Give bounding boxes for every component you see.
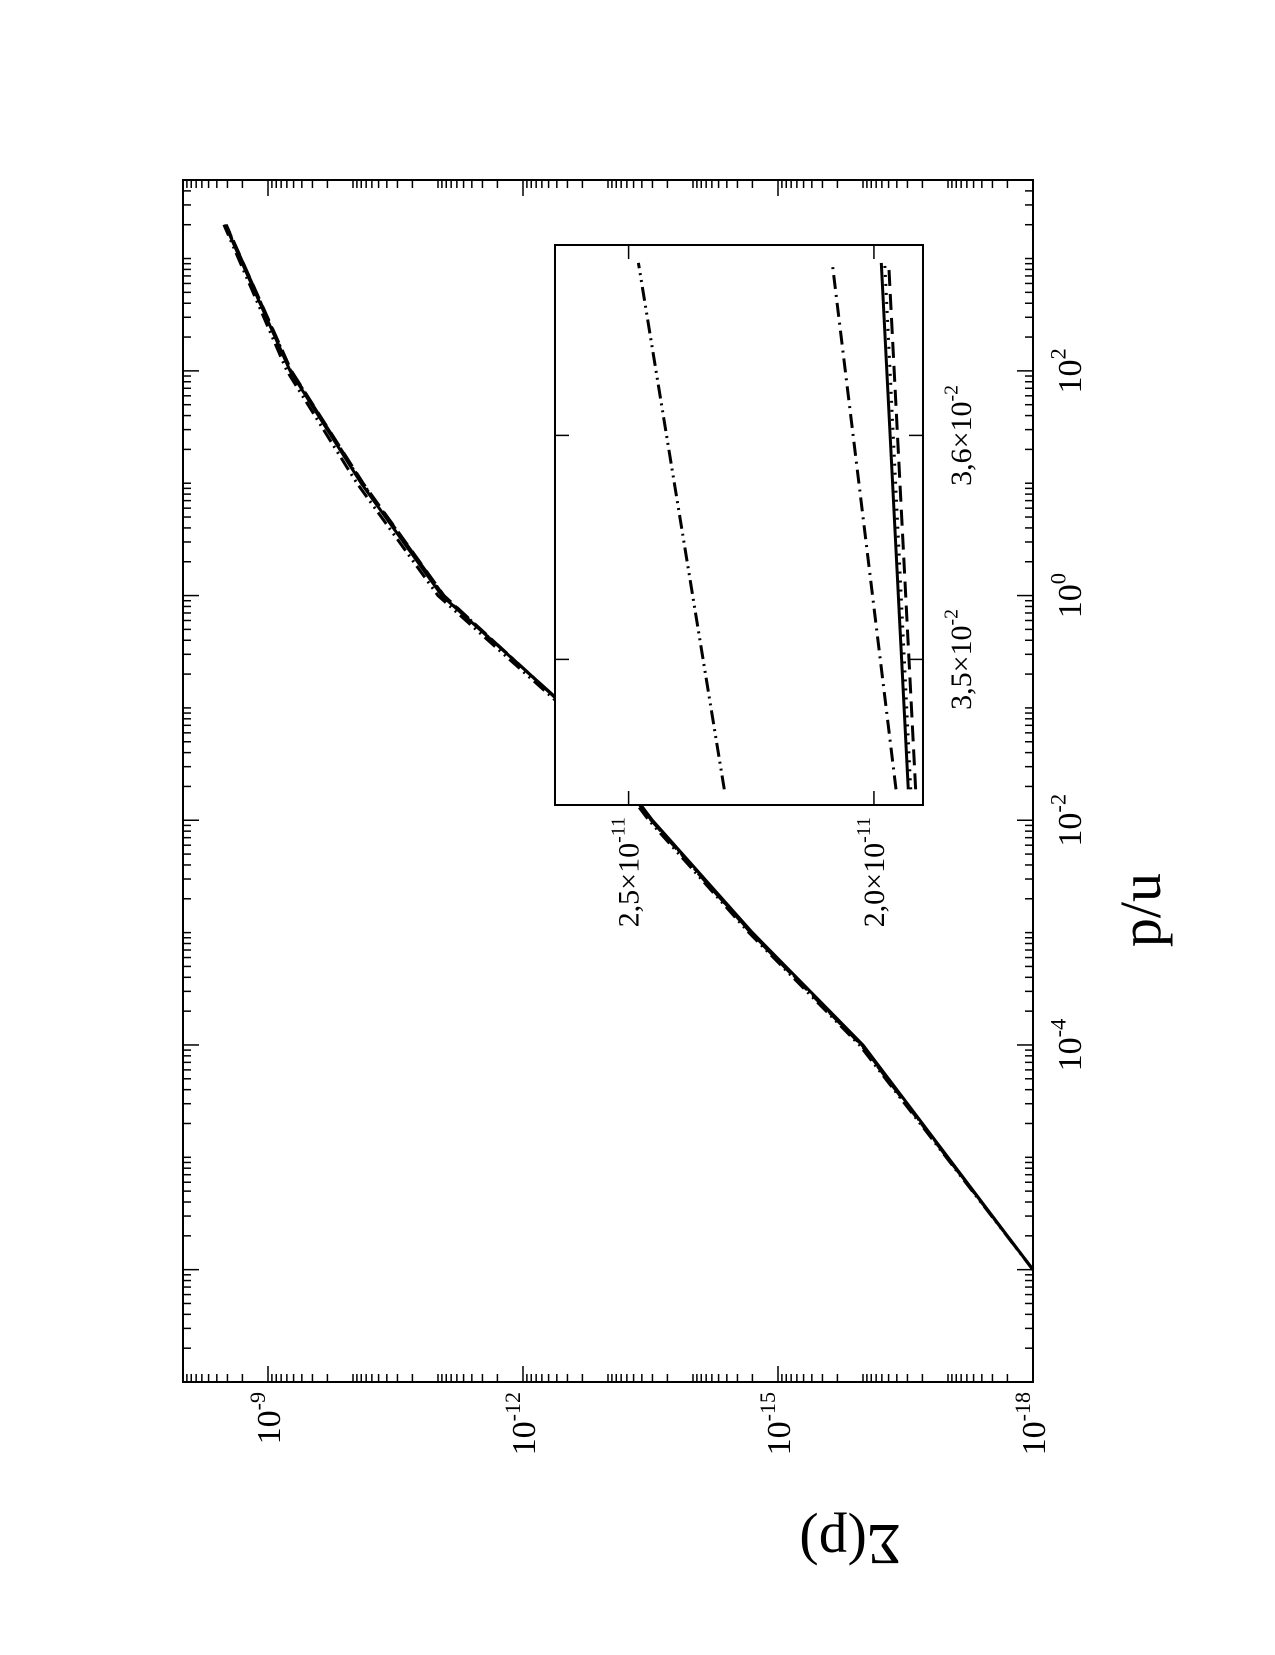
- y-axis-label: Σ(p): [799, 1512, 900, 1577]
- inset-series-line-dashed: [887, 262, 918, 790]
- inset-y-tick-label: 2,5×10-11: [608, 817, 646, 927]
- y-tick-label: 10-15: [755, 1392, 798, 1455]
- x-tick-label: 100: [1046, 573, 1089, 618]
- inset-series-line-dash-dot-dot: [636, 262, 726, 790]
- inset-frame: [554, 244, 924, 806]
- inset-series-line-solid: [879, 262, 910, 790]
- inset-series-line-dash-dot: [830, 262, 898, 790]
- inset-x-tick-label: 3,6×10-2: [941, 385, 979, 486]
- y-tick-label: 10-12: [500, 1392, 543, 1455]
- x-tick-label: 10-2: [1046, 794, 1089, 847]
- inset-x-tick-label: 3,5×10-2: [941, 609, 979, 710]
- x-tick-label: 10-4: [1046, 1019, 1089, 1072]
- x-axis-label: p/u: [1108, 873, 1173, 947]
- inset-y-tick-label: 2,0×10-11: [853, 817, 891, 927]
- y-tick-label: 10-18: [1010, 1392, 1053, 1455]
- x-tick-label: 102: [1046, 348, 1089, 393]
- inset-plot: 3,5×10-2 3,6×10-2 2,0×10-11 2,5×10-11: [554, 244, 979, 927]
- y-tick-label: 10-9: [245, 1392, 288, 1444]
